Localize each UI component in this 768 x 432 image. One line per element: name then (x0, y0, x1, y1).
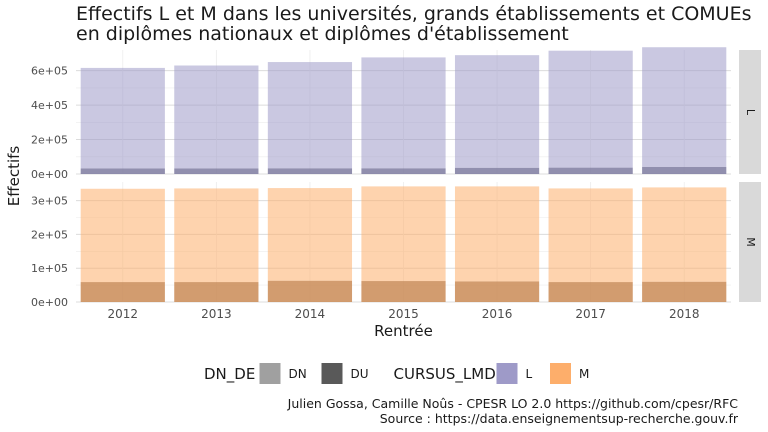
xtick-label-2014: 2014 (295, 307, 326, 321)
bar-l-dn-2014 (267, 62, 353, 169)
bar-m-dn-2015 (361, 186, 446, 282)
legend-label-m: M (579, 367, 589, 381)
xtick-label-2018: 2018 (669, 307, 700, 321)
bar-l-dn-2013 (174, 65, 259, 169)
ytick-label-m: 2e+05 (31, 228, 68, 241)
bar-l-du-2017 (548, 167, 633, 174)
bar-l-du-2012 (80, 168, 165, 174)
legend-label-dn: DN (289, 367, 307, 381)
bar-m-du-2014 (267, 280, 353, 302)
legend-swatch-l (496, 363, 518, 384)
y-axis-label: Effectifs (5, 146, 23, 207)
bar-m-dn-2013 (174, 188, 259, 283)
xtick-label-2017: 2017 (575, 307, 606, 321)
legend-label-du: DU (351, 367, 369, 381)
chart-title-line-1: Effectifs L et M dans les universités, g… (76, 3, 752, 25)
bar-m-du-2015 (361, 281, 446, 302)
ytick-label-m: 1e+05 (31, 262, 68, 275)
bar-l-du-2018 (642, 166, 727, 174)
xtick-label-2015: 2015 (388, 307, 419, 321)
bar-l-dn-2015 (361, 57, 446, 169)
facet-label-m: M (744, 237, 757, 247)
bar-m-dn-2014 (267, 188, 353, 281)
bar-m-dn-2017 (548, 188, 633, 283)
ytick-label-m: 3e+05 (31, 195, 68, 208)
facet-label-l: L (744, 109, 757, 116)
bar-l-du-2013 (174, 168, 259, 174)
ytick-label-m: 0e+00 (31, 296, 68, 309)
legend-title-0: DN_DE (204, 365, 255, 384)
xtick-label-2013: 2013 (201, 307, 232, 321)
caption-credits: Julien Gossa, Camille Noûs - CPESR LO 2.… (287, 396, 738, 411)
bar-l-dn-2018 (642, 47, 727, 167)
legend-swatch-du (321, 363, 343, 384)
xtick-label-2012: 2012 (108, 307, 139, 321)
ytick-label-l: 6e+05 (31, 65, 68, 78)
x-axis-label: Rentrée (374, 322, 433, 340)
bar-l-du-2015 (361, 168, 446, 174)
ytick-label-l: 2e+05 (31, 134, 68, 147)
bar-l-du-2016 (454, 167, 540, 174)
ytick-label-l: 0e+00 (31, 168, 68, 181)
bar-m-du-2012 (80, 282, 165, 302)
bar-l-dn-2017 (548, 50, 633, 168)
bar-l-du-2014 (267, 168, 353, 174)
bar-m-du-2017 (548, 282, 633, 302)
bar-m-du-2016 (454, 281, 540, 302)
facet-strip-l (739, 50, 761, 174)
bar-m-dn-2012 (80, 188, 165, 283)
bar-m-du-2013 (174, 282, 259, 302)
xtick-label-2016: 2016 (482, 307, 513, 321)
chart-title-line-2: en diplômes nationaux et diplômes d'étab… (76, 23, 569, 45)
bar-l-dn-2016 (454, 55, 540, 168)
bar-m-dn-2018 (642, 187, 727, 282)
bar-l-dn-2012 (80, 67, 165, 169)
bar-m-dn-2016 (454, 186, 540, 282)
bar-m-du-2018 (642, 281, 727, 302)
legend-swatch-dn (259, 363, 281, 384)
caption-source: Source : https://data.enseignementsup-re… (379, 411, 738, 426)
legend-swatch-m (550, 363, 571, 384)
legend-title-1: CURSUS_LMD (394, 365, 496, 384)
legend-label-l: L (526, 367, 533, 381)
facet-strip-m (739, 182, 761, 302)
ytick-label-l: 4e+05 (31, 99, 68, 112)
